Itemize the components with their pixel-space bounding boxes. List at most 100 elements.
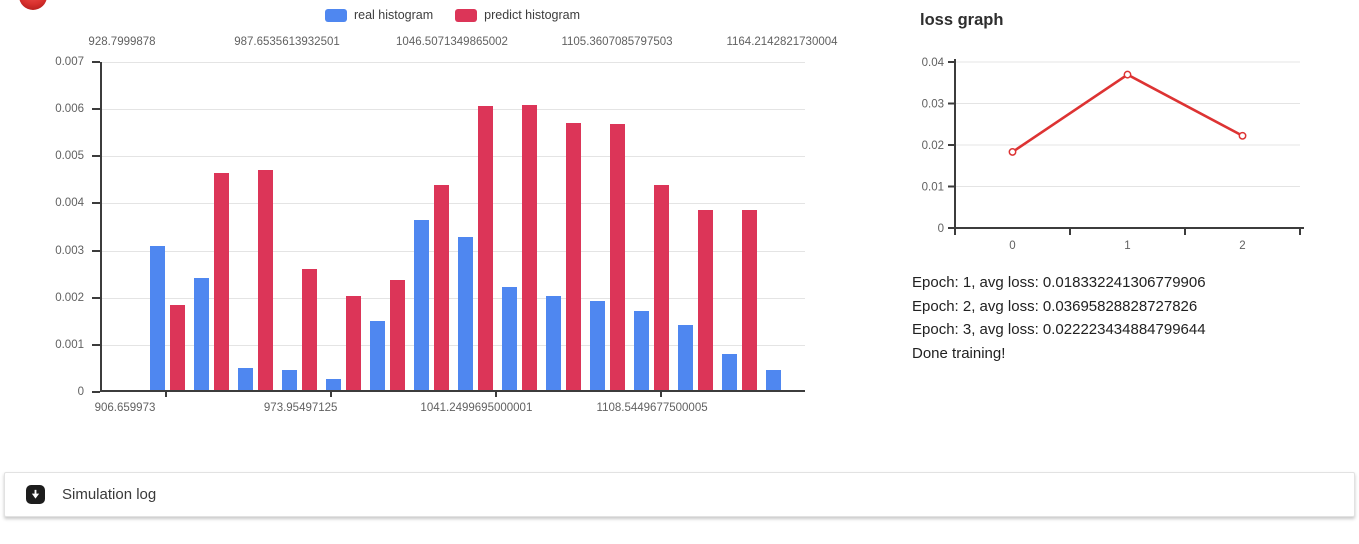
- predict-histogram-bar[interactable]: [654, 185, 669, 390]
- predict-histogram-bar[interactable]: [346, 296, 361, 390]
- predict-histogram-bar[interactable]: [258, 170, 273, 390]
- predict-histogram-bar[interactable]: [390, 280, 405, 390]
- top-axis-tick-label: 928.7999878: [88, 36, 156, 48]
- x-axis-tick-label: 0: [1009, 240, 1015, 252]
- x-axis-tick-label: 1: [1124, 240, 1130, 252]
- loss-line: [1011, 73, 1244, 154]
- loss-point-marker: [1123, 70, 1132, 79]
- gridline: [102, 156, 805, 158]
- real-histogram-bar[interactable]: [722, 354, 737, 390]
- x-axis-tick: [660, 390, 662, 397]
- loss-point-marker: [1008, 147, 1017, 156]
- y-axis-tick: [92, 108, 100, 111]
- gridline: [102, 203, 805, 205]
- y-axis-tick-label: 0: [938, 223, 944, 235]
- gridline: [102, 250, 805, 252]
- x-axis-tick-label: 2: [1239, 240, 1245, 252]
- arrow-down-square-icon[interactable]: [26, 485, 45, 504]
- y-axis-tick-label: 0.006: [55, 103, 84, 116]
- bottom-axis-tick-label: 906.659973: [94, 402, 156, 414]
- log-line: Epoch: 3, avg loss: 0.022223434884799644: [912, 321, 1206, 338]
- x-axis-tick: [330, 390, 332, 397]
- y-axis-tick-label: 0.02: [922, 140, 944, 152]
- predict-histogram-bar[interactable]: [566, 122, 581, 390]
- legend-swatch-icon: [455, 8, 478, 22]
- real-histogram-bar[interactable]: [326, 378, 341, 390]
- real-histogram-bar[interactable]: [370, 321, 385, 390]
- log-line: Epoch: 2, avg loss: 0.03695828828727826: [912, 297, 1198, 315]
- y-axis-tick: [92, 155, 100, 158]
- x-axis-tick: [495, 390, 497, 397]
- y-axis-tick-label: 0.004: [55, 197, 84, 210]
- real-histogram-bar[interactable]: [414, 220, 429, 390]
- x-axis-tick: [165, 390, 167, 397]
- gridline: [102, 109, 805, 111]
- top-axis-tick-label: 987.6535613932501: [234, 36, 340, 48]
- histogram-plot-area: [92, 61, 805, 397]
- predict-histogram-bar[interactable]: [434, 184, 449, 390]
- predict-histogram-bar[interactable]: [302, 268, 317, 390]
- bottom-axis-tick-label: 973.95497125: [263, 402, 338, 414]
- simulation-log-label: Simulation log: [62, 486, 157, 503]
- legend-label: real histogram: [353, 8, 434, 22]
- real-histogram-bar[interactable]: [678, 324, 693, 390]
- y-axis-tick-label: 0: [77, 386, 84, 398]
- predict-histogram-bar[interactable]: [170, 305, 185, 390]
- y-axis-tick-label: 0.03: [922, 99, 944, 111]
- real-histogram-bar[interactable]: [546, 295, 561, 390]
- loss-graph-title: loss graph: [920, 11, 1004, 29]
- legend-item-predict[interactable]: predict histogram: [455, 8, 580, 22]
- real-histogram-bar[interactable]: [502, 287, 517, 390]
- y-axis-tick: [92, 249, 100, 252]
- y-axis-tick-label: 0.002: [55, 291, 84, 304]
- legend-item-real[interactable]: real histogram: [324, 8, 434, 22]
- y-axis-tick: [92, 391, 100, 393]
- simulation-log-bar[interactable]: Simulation log: [4, 472, 1355, 517]
- partial-red-circle-logo-icon: [19, 0, 47, 10]
- gridline: [102, 62, 805, 63]
- y-axis-tick-label: 0.005: [55, 150, 84, 163]
- y-axis-tick-label: 0.007: [55, 56, 84, 68]
- loss-graph-chart: 0.04 0.03 0.02 0.01 0 0 1 2: [922, 57, 1304, 252]
- predict-histogram-bar[interactable]: [522, 105, 537, 390]
- gridline: [102, 344, 805, 346]
- y-axis-tick-label: 0.003: [55, 244, 84, 257]
- down-arrow-glyph: [31, 489, 40, 499]
- log-line: Epoch: 1, avg loss: 0.018332241306779906: [912, 274, 1206, 291]
- loss-point-marker: [1238, 131, 1247, 140]
- histogram-chart: real histogram predict histogram 928.7999…: [46, 8, 838, 414]
- legend-label: predict histogram: [484, 8, 581, 22]
- predict-histogram-bar[interactable]: [742, 210, 757, 390]
- gridline: [102, 297, 805, 299]
- predict-histogram-bar[interactable]: [610, 124, 625, 390]
- log-line: Done training!: [912, 344, 1006, 362]
- top-axis-tick-label: 1105.3607085797503: [561, 36, 673, 48]
- y-axis-tick-label: 0.04: [922, 57, 945, 69]
- real-histogram-bar[interactable]: [766, 370, 781, 390]
- bottom-axis-tick-label: 1041.2499695000001: [420, 402, 533, 414]
- y-axis-tick: [92, 343, 100, 346]
- y-axis-tick: [92, 61, 100, 63]
- predict-histogram-bar[interactable]: [478, 105, 493, 390]
- y-axis-tick-label: 0.001: [55, 338, 84, 351]
- real-histogram-bar[interactable]: [150, 246, 165, 390]
- real-histogram-bar[interactable]: [194, 278, 209, 390]
- histogram-legend: real histogram predict histogram: [100, 8, 805, 22]
- bottom-axis-tick-label: 1108.5449677500005: [596, 402, 708, 414]
- predict-histogram-bar[interactable]: [698, 210, 713, 390]
- real-histogram-bar[interactable]: [634, 311, 649, 390]
- legend-swatch-icon: [324, 8, 347, 22]
- real-histogram-bar[interactable]: [282, 370, 297, 390]
- real-histogram-bar[interactable]: [458, 237, 473, 390]
- y-axis-tick: [92, 296, 100, 299]
- real-histogram-bar[interactable]: [238, 367, 253, 390]
- real-histogram-bar[interactable]: [590, 300, 605, 390]
- y-axis-tick-label: 0.01: [922, 182, 944, 194]
- y-axis-tick: [92, 202, 100, 205]
- predict-histogram-bar[interactable]: [214, 173, 229, 390]
- top-axis-tick-label: 1164.2142821730004: [726, 36, 838, 48]
- top-axis-tick-label: 1046.5071349865002: [396, 36, 508, 48]
- histogram-y-axis: 0.007 0.006 0.005 0.004 0.003 0.002 0.001 0: [46, 56, 92, 398]
- epoch-log-text: Epoch: 1, avg loss: 0.018332241306779906…: [912, 271, 1206, 365]
